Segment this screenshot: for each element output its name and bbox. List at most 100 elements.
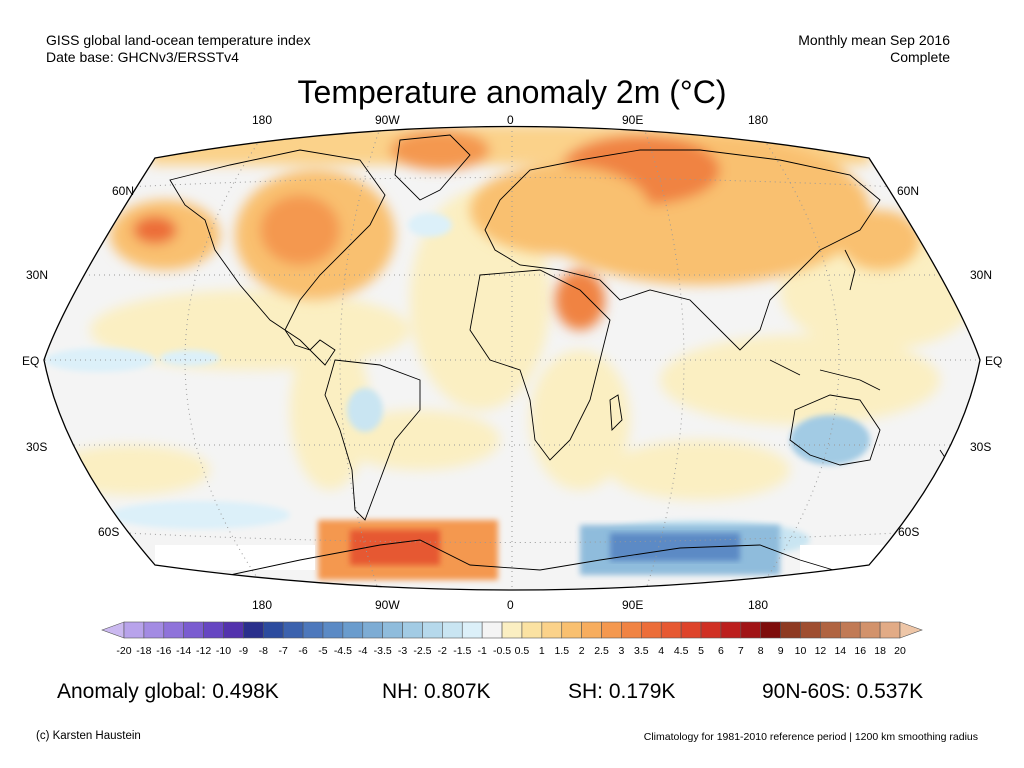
colorbar-swatch	[680, 621, 702, 639]
colorbar-tick-label: -14	[176, 645, 191, 657]
colorbar-tick-label: 20	[894, 645, 906, 657]
colorbar-swatch	[641, 621, 662, 639]
colorbar-swatch	[700, 621, 722, 639]
colorbar-swatch	[501, 621, 523, 639]
lat-label-30s-left: 30S	[26, 440, 48, 454]
lon-label-180w-bottom: 180	[252, 598, 273, 612]
lon-label-90w-top: 90W	[375, 113, 400, 127]
colorbar-swatch	[760, 621, 781, 639]
colorbar-tick-label: -16	[156, 645, 171, 657]
colorbar-tick-label: 10	[795, 645, 807, 657]
lon-label-180e-top: 180	[748, 113, 769, 127]
colorbar-swatch	[521, 621, 543, 639]
lon-label-180e-bottom: 180	[748, 598, 769, 612]
colorbar-swatch	[223, 621, 244, 639]
colorbar-swatch	[442, 621, 463, 639]
colorbar-tick-label: 9	[778, 645, 784, 657]
global-anomaly-stat: Anomaly global: 0.498K	[57, 680, 279, 703]
lat-label-30s-right: 30S	[970, 440, 992, 454]
colorbar-swatch	[183, 621, 204, 639]
colorbar-tick-label: 3	[619, 645, 625, 657]
colorbar-tick-label: -1	[477, 645, 486, 657]
lat-label-60n-left: 60N	[112, 184, 135, 198]
nh-anomaly-stat: NH: 0.807K	[382, 680, 491, 703]
colorbar-legend: -20 -18 -16 -14 -12 -10 -9 -8 -7 -6 -5 -4.5 -4 -3.5 -3…	[101, 621, 923, 657]
data-base-label: Date base: GHCNv3/ERSSTv4	[46, 49, 239, 65]
colorbar-tick-label: -3.5	[374, 645, 392, 657]
colorbar-swatch	[879, 621, 901, 639]
colorbar-swatch	[163, 621, 184, 639]
colorbar-tick-label: 1.5	[554, 645, 569, 657]
colorbar-tick-label: -9	[239, 645, 248, 657]
colorbar-swatch	[720, 621, 742, 639]
colorbar-tick-label: -2.5	[413, 645, 431, 657]
colorbar-tick-label: -10	[216, 645, 231, 657]
colorbar-tick-label: 2.5	[594, 645, 609, 657]
lon-label-0-bottom: 0	[507, 598, 514, 612]
copyright-label: (c) Karsten Haustein	[36, 730, 141, 742]
colorbar-swatch	[402, 621, 423, 639]
colorbar-tick-label: -2	[438, 645, 447, 657]
climatology-note: Climatology for 1981-2010 reference peri…	[643, 731, 978, 743]
colorbar-tick-label: 3.5	[634, 645, 649, 657]
colorbar-tick-label: 7	[738, 645, 744, 657]
lon-label-180w-top: 180	[252, 113, 273, 127]
colorbar-tick-label: 2	[579, 645, 585, 657]
colorbar-tick-label: -3	[398, 645, 407, 657]
colorbar-tick-label: -0.5	[493, 645, 511, 657]
colorbar-swatch	[820, 621, 841, 639]
colorbar-tick-label: -7	[279, 645, 288, 657]
colorbar-left-arrow	[101, 621, 125, 639]
colorbar-swatch	[342, 621, 364, 639]
colorbar-swatch	[143, 621, 165, 639]
colorbar-swatch	[422, 621, 443, 639]
colorbar-tick-label: -18	[136, 645, 151, 657]
band-anomaly-stat: 90N-60S: 0.537K	[762, 680, 924, 703]
colorbar-tick-label: 1	[539, 645, 545, 657]
colorbar-swatch	[780, 621, 801, 639]
colorbar-tick-label: 12	[815, 645, 827, 657]
dataset-title: GISS global land-ocean temperature index	[46, 32, 311, 48]
colorbar-tick-label: 8	[758, 645, 764, 657]
colorbar-tick-label: -12	[196, 645, 211, 657]
period-label: Monthly mean Sep 2016	[798, 32, 950, 48]
lat-label-60n-right: 60N	[897, 184, 920, 198]
colorbar-swatch	[382, 621, 403, 639]
map-title: Temperature anomaly 2m (°C)	[297, 74, 727, 110]
colorbar-tick-label: -20	[116, 645, 131, 657]
lat-label-60s-right: 60S	[898, 525, 920, 539]
colorbar-tick-label: 5	[698, 645, 704, 657]
colorbar-swatch	[800, 621, 821, 639]
colorbar-tick-label: -8	[259, 645, 268, 657]
colorbar-tick-label: -4.5	[334, 645, 352, 657]
colorbar-swatch	[859, 621, 881, 639]
completeness-label: Complete	[890, 49, 950, 65]
colorbar-swatch	[601, 621, 622, 639]
lon-label-90e-top: 90E	[622, 113, 644, 127]
colorbar-swatch	[660, 621, 682, 639]
colorbar-swatch	[302, 621, 324, 639]
colorbar-tick-label: 0.5	[515, 645, 530, 657]
colorbar-tick-label: 4	[658, 645, 664, 657]
colorbar-swatch	[481, 621, 503, 639]
lat-label-eq-right: EQ	[985, 354, 1003, 368]
lat-label-60s-left: 60S	[98, 525, 120, 539]
colorbar-tick-label: -6	[298, 645, 307, 657]
colorbar-swatch	[621, 621, 642, 639]
colorbar-swatch	[322, 621, 344, 639]
colorbar-tick-label: 6	[718, 645, 724, 657]
colorbar-tick-label: -4	[358, 645, 367, 657]
colorbar-swatch	[740, 621, 762, 639]
colorbar-swatch	[203, 621, 224, 639]
colorbar-swatch	[362, 621, 383, 639]
colorbar-swatch	[561, 621, 582, 639]
colorbar-swatch	[262, 621, 284, 639]
colorbar-swatch	[123, 621, 145, 639]
sh-anomaly-stat: SH: 0.179K	[568, 680, 676, 703]
colorbar-tick-label: 18	[874, 645, 886, 657]
lat-label-eq-left: EQ	[22, 354, 40, 368]
colorbar-tick-label: 16	[854, 645, 866, 657]
colorbar-swatch	[243, 621, 264, 639]
colorbar-tick-label: 14	[834, 645, 846, 657]
